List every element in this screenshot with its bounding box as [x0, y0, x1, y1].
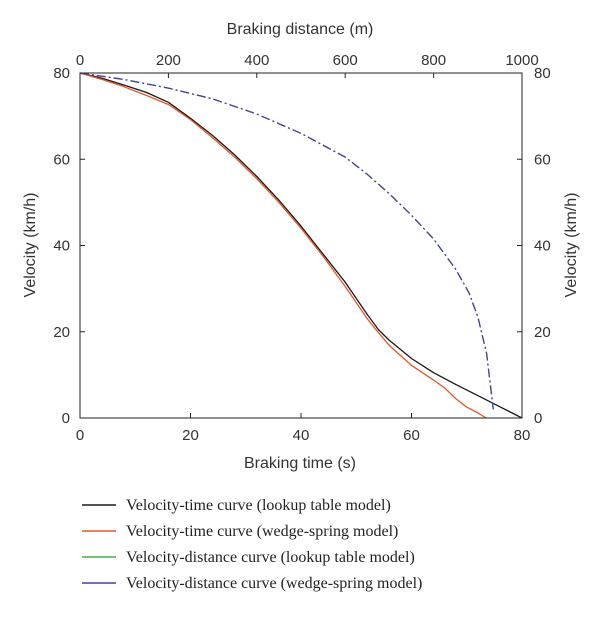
x-top-tick-label: 0 — [76, 52, 84, 69]
y-left-tick-label: 80 — [53, 65, 70, 82]
series-line-4 — [79, 72, 494, 410]
x-top-tick-label: 600 — [333, 52, 358, 69]
legend-label: Velocity-time curve (wedge-spring model) — [126, 523, 398, 540]
x-top-tick-label: 400 — [244, 52, 269, 69]
y-left-tick-label: 40 — [53, 238, 70, 255]
legend-label: Velocity-time curve (lookup table model) — [126, 497, 391, 514]
x-top-axis-title: Braking distance (m) — [227, 21, 374, 38]
legend-item: Velocity-distance curve (lookup table mo… — [82, 549, 415, 566]
x-bottom-tick-label: 20 — [182, 427, 199, 444]
y-right-axis-title: Velocity (km/h) — [563, 193, 580, 298]
series-line-3 — [79, 72, 494, 410]
x-bottom-tick-label: 0 — [76, 427, 84, 444]
y-right-tick-label: 60 — [534, 151, 551, 168]
plot-frame — [79, 72, 523, 419]
y-left-axis-title: Velocity (km/h) — [22, 193, 39, 298]
x-bottom-tick-label: 40 — [293, 427, 310, 444]
x-top-tick-label: 1000 — [505, 52, 538, 69]
legend-item: Velocity-time curve (lookup table model) — [82, 497, 391, 514]
x-bottom-tick-label: 80 — [514, 427, 531, 444]
x-bottom-axis-title: Braking time (s) — [244, 455, 356, 472]
series-line-1 — [79, 72, 523, 419]
y-right-tick-label: 20 — [534, 324, 551, 341]
series-line-2 — [79, 72, 487, 419]
y-left-tick-label: 60 — [53, 151, 70, 168]
axes: 0 20 40 60 800 200 400 600 800 100002040608002040… — [53, 52, 550, 444]
y-left-tick-label: 0 — [62, 410, 70, 427]
legend-label: Velocity-distance curve (lookup table mo… — [126, 549, 415, 566]
x-top-tick-label: 800 — [421, 52, 446, 69]
y-left-tick-label: 20 — [53, 324, 70, 341]
legend-label: Velocity-distance curve (wedge-spring mo… — [126, 575, 422, 592]
x-bottom-tick-label: 60 — [403, 427, 420, 444]
legend-item: Velocity-time curve (wedge-spring model) — [82, 523, 398, 540]
x-top-tick-label: 200 — [156, 52, 181, 69]
y-right-tick-label: 0 — [534, 410, 542, 427]
plot-area — [79, 72, 523, 419]
y-right-tick-label: 40 — [534, 238, 551, 255]
legend: Velocity-time curve (lookup table model)… — [82, 497, 422, 592]
legend-item: Velocity-distance curve (wedge-spring mo… — [82, 575, 422, 592]
y-right-tick-label: 80 — [534, 65, 551, 82]
